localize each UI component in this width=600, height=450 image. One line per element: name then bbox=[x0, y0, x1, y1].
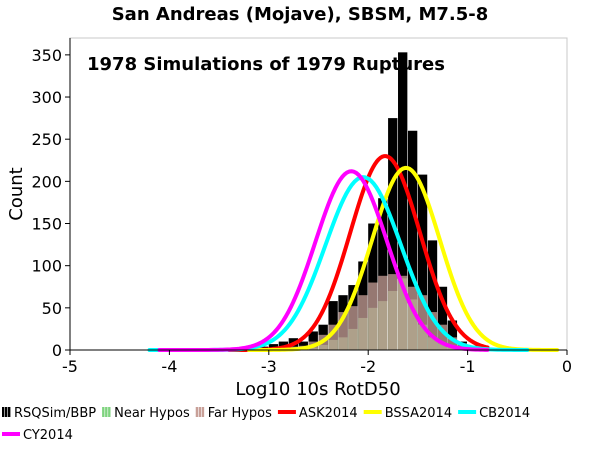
rsqsim-bbp-bar bbox=[388, 118, 398, 350]
simulations-annotation: 1978 Simulations of 1979 Ruptures bbox=[87, 54, 445, 75]
far-hypos-bar bbox=[328, 324, 338, 350]
far-hypos-legend-swatch bbox=[195, 407, 199, 417]
far-hypos-bar bbox=[358, 295, 368, 350]
y-tick-label: 50 bbox=[42, 299, 62, 318]
far-hypos-bar bbox=[447, 337, 458, 350]
chart-title: San Andreas (Mojave), SBSM, M7.5-8 bbox=[112, 4, 489, 25]
cy2014-legend-label: CY2014 bbox=[23, 428, 73, 443]
far-hypos-bar bbox=[398, 275, 408, 350]
x-tick-label: -4 bbox=[161, 357, 177, 376]
rsqsim-bbp-legend-swatch bbox=[5, 407, 8, 417]
ask2014-legend-label: ASK2014 bbox=[299, 406, 358, 421]
bssa2014-curve bbox=[246, 165, 560, 352]
y-axis-label: Count bbox=[6, 167, 27, 220]
y-tick-label: 200 bbox=[31, 172, 62, 191]
y-tick-label: 150 bbox=[31, 215, 62, 234]
far-hypos-bar bbox=[427, 312, 438, 350]
rsqsim-bbp-bar bbox=[398, 52, 408, 350]
far-hypos-bar bbox=[338, 312, 348, 350]
far-hypos-legend-label: Far Hypos bbox=[208, 406, 272, 421]
y-tick-label: 0 bbox=[52, 341, 62, 360]
x-tick-label: -5 bbox=[62, 357, 78, 376]
y-tick-label: 100 bbox=[31, 257, 62, 276]
rsqsim-bbp-legend-swatch bbox=[2, 407, 5, 417]
rsqsim-bbp-legend-label: RSQSim/BBP bbox=[14, 406, 96, 421]
far-hypos-bar bbox=[368, 282, 378, 350]
rsqsim-bbp-bar bbox=[427, 240, 438, 350]
far-hypos-legend-swatch bbox=[201, 407, 205, 417]
y-tick-label: 350 bbox=[31, 46, 62, 65]
far-hypos-bar bbox=[388, 274, 398, 350]
y-axis-ticks: 0 50 100 150 200 250 300 350 bbox=[31, 46, 70, 360]
far-hypos-bar bbox=[407, 286, 418, 350]
rsqsim-bbp-bar bbox=[308, 331, 318, 350]
near-hypos-legend-swatch bbox=[108, 407, 111, 417]
rsqsim-bbp-bar bbox=[417, 174, 428, 350]
far-hypos-bar bbox=[378, 275, 388, 350]
x-axis-ticks: -5 -4 -3 -2 -1 0 bbox=[62, 350, 572, 376]
plot-area bbox=[69, 37, 568, 351]
cb2014-legend-label: CB2014 bbox=[479, 406, 530, 421]
rsqsim-bbp-bar bbox=[447, 320, 458, 350]
histogram-bars bbox=[238, 52, 487, 350]
y-tick-label: 250 bbox=[31, 130, 62, 149]
near-hypos-legend-label: Near Hypos bbox=[114, 406, 190, 421]
far-hypos-bar bbox=[437, 324, 448, 350]
y-tick-label: 300 bbox=[31, 88, 62, 107]
x-tick-label: -2 bbox=[360, 357, 376, 376]
x-axis-label: Log10 10s RotD50 bbox=[235, 379, 400, 400]
x-tick-label: -1 bbox=[460, 357, 476, 376]
near-hypos-legend-swatch bbox=[102, 407, 105, 417]
x-tick-label: 0 bbox=[562, 357, 572, 376]
near-hypos-legend-swatch bbox=[105, 407, 108, 417]
x-tick-label: -3 bbox=[261, 357, 277, 376]
far-hypos-bar bbox=[348, 306, 358, 350]
rsqsim-bbp-bar bbox=[378, 198, 388, 350]
rsqsim-bbp-legend-swatch bbox=[8, 407, 11, 417]
rsqsim-bbp-bar bbox=[437, 286, 448, 350]
far-hypos-legend-swatch bbox=[198, 407, 202, 417]
rsqsim-bbp-bar bbox=[407, 130, 418, 350]
legend: RSQSim/BBP Near Hypos Far Hypos ASK2014 BSSA… bbox=[2, 406, 530, 443]
bssa2014-legend-label: BSSA2014 bbox=[385, 406, 452, 421]
